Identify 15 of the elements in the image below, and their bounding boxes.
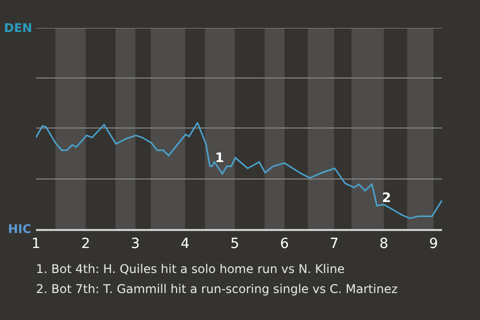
x-tick-label: 3 xyxy=(130,236,140,252)
annotation: 1 xyxy=(215,151,224,166)
x-tick-label: 7 xyxy=(330,236,339,252)
x-tick-label: 4 xyxy=(180,236,190,252)
text: HIC xyxy=(8,222,32,236)
x-tick-label: 2 xyxy=(81,236,90,252)
text: 2. Bot 7th: T. Gammill hit a run-scoring single vs C. Martinez xyxy=(36,282,398,296)
x-tick-label: 8 xyxy=(379,236,388,252)
text: DEN xyxy=(4,21,32,35)
x-tick-label: 6 xyxy=(280,236,290,252)
x-tick-label: 1 xyxy=(32,236,40,252)
annotation: 2 xyxy=(382,191,392,206)
x-tick-label: 9 xyxy=(429,236,438,252)
x-tick-label: 5 xyxy=(230,236,240,252)
text: 1. Bot 4th: H. Quiles hit a solo home run vs N. Kline xyxy=(36,262,345,276)
